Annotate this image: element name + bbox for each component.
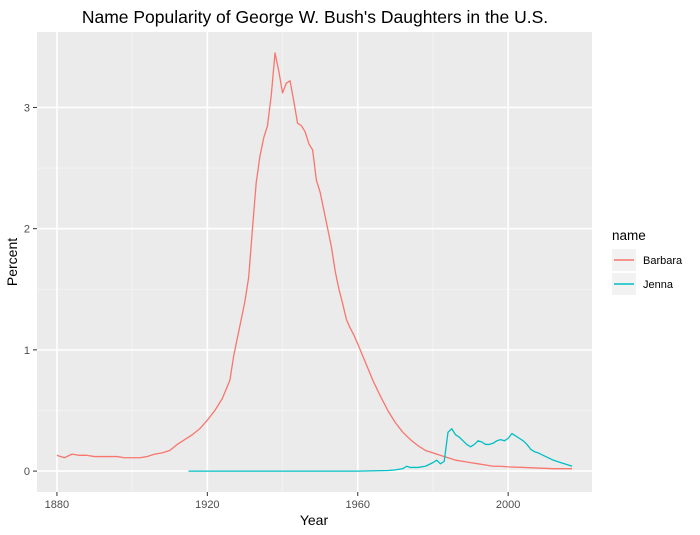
legend-title: name	[612, 228, 646, 243]
series-line-jenna	[188, 428, 573, 472]
y-tick-label: 3	[24, 102, 30, 114]
x-tick-label: 1920	[195, 499, 219, 511]
x-tick-label: 1880	[45, 499, 69, 511]
legend-label-jenna: Jenna	[643, 279, 674, 291]
legend-label-barbara: Barbara	[643, 255, 683, 267]
series-layer	[56, 52, 573, 472]
y-axis: 0 1 2 3	[24, 102, 37, 478]
y-tick-label: 2	[24, 224, 30, 236]
x-axis-title: Year	[300, 512, 329, 528]
legend: name Barbara Jenna	[612, 228, 683, 295]
series-line-barbara	[56, 52, 573, 470]
y-tick-label: 0	[24, 466, 30, 478]
y-tick-label: 1	[24, 345, 30, 357]
x-tick-label: 2000	[496, 499, 520, 511]
y-axis-title: Percent	[4, 238, 20, 286]
chart-title: Name Popularity of George W. Bush's Daug…	[82, 7, 548, 27]
x-tick-label: 1960	[345, 499, 369, 511]
x-axis: 1880 1920 1960 2000	[45, 492, 520, 511]
plot-panel	[37, 32, 592, 492]
